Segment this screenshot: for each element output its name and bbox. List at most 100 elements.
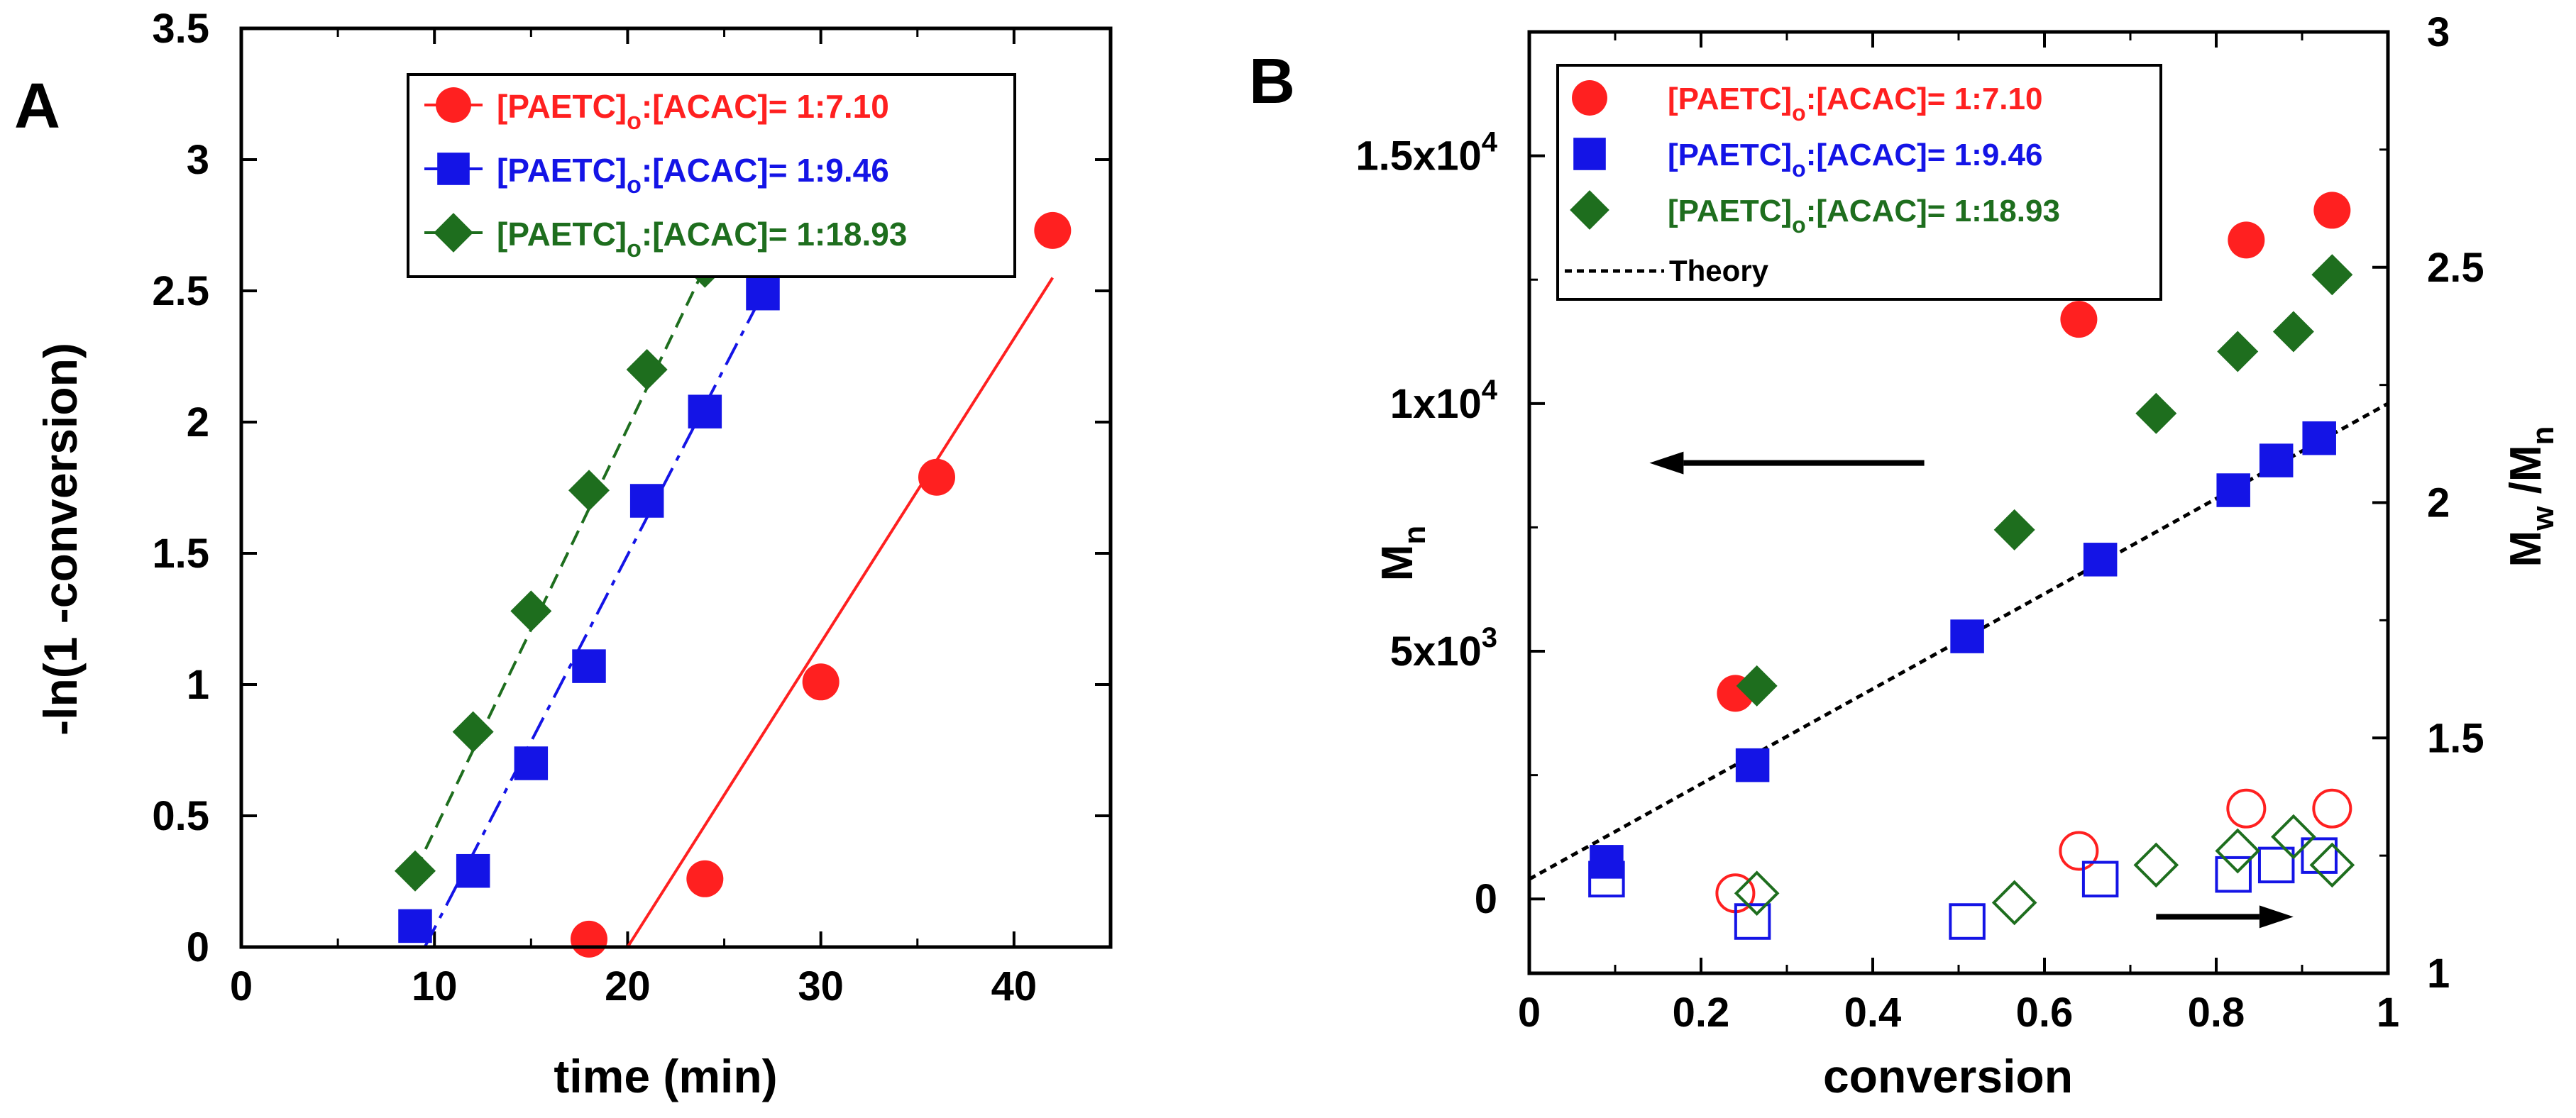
legend-suffix: :[ACAC]= 1:18.93: [642, 216, 908, 253]
data-point: [2311, 254, 2353, 296]
data-point: [1734, 903, 1771, 940]
legend-label: [PAETC]o:[ACAC]= 1:18.93: [1668, 194, 2060, 238]
y2-tick-label: 1: [2427, 951, 2450, 997]
legend-subscript: o: [1792, 212, 1806, 238]
y2label-part: M: [2501, 531, 2550, 568]
data-point: [510, 590, 552, 632]
data-point: [918, 458, 955, 496]
legend-marker: [434, 213, 473, 253]
y-tick-base: 1x10: [1390, 381, 1482, 427]
data-point: [1993, 509, 2035, 550]
legend-label: [PAETC]o:[ACAC]= 1:9.46: [1668, 138, 2042, 182]
x-tick-label: 10: [412, 963, 458, 1009]
panel-b-label: B: [1249, 46, 1295, 117]
legend-subscript: o: [1792, 100, 1806, 126]
y-tick-label: 0: [1475, 876, 1497, 922]
data-point: [2135, 392, 2177, 434]
data-point: [456, 853, 490, 888]
x-tick-label: 0: [1518, 990, 1541, 1036]
panel-b-xlabel: conversion: [1823, 1050, 2073, 1102]
data-point: [2060, 301, 2098, 338]
y2label-part: /M: [2501, 445, 2550, 506]
y2label-sub: w: [2526, 506, 2560, 531]
data-point: [2133, 842, 2179, 888]
panel-b-y2label: Mw /Mn: [2501, 426, 2560, 568]
y2-tick-label: 3: [2427, 9, 2450, 55]
legend-label: [PAETC]o:[ACAC]= 1:18.93: [497, 216, 907, 262]
arrow-head: [2259, 905, 2294, 929]
y-tick-label: 3.5: [152, 6, 209, 52]
legend-suffix: :[ACAC]= 1:9.46: [642, 152, 889, 189]
legend-marker: [437, 153, 470, 185]
data-point: [686, 860, 724, 897]
legend-subscript: o: [627, 108, 642, 135]
data-point: [626, 349, 668, 390]
legend-prefix: [PAETC]: [1668, 82, 1792, 116]
data-point: [1734, 870, 1780, 917]
legend-subscript: o: [627, 172, 642, 199]
legend-marker: [1570, 190, 1609, 230]
data-point: [572, 649, 606, 683]
data-point: [2302, 421, 2336, 455]
y-tick-label: 2: [187, 399, 209, 445]
data-point: [2313, 192, 2351, 229]
y-tick-label: 1x104: [1390, 375, 1498, 427]
panel-b: B 0 0.2 0.4 0.6 0.8 105x1031x1041.5x10411.522…: [1249, 9, 2560, 1102]
y-tick-label: 1.5x104: [1355, 127, 1497, 179]
y2-tick-label: 2: [2427, 480, 2450, 526]
legend-theory-label: Theory: [1669, 254, 1769, 287]
data-point: [2215, 856, 2252, 893]
y-tick-exponent: 3: [1482, 622, 1497, 653]
data-point: [746, 276, 780, 311]
data-point: [514, 746, 549, 780]
data-point: [2312, 788, 2352, 829]
data-point: [629, 484, 664, 518]
data-point: [1736, 665, 1778, 707]
legend-suffix: :[ACAC]= 1:9.46: [1806, 138, 2043, 172]
y2-tick-label: 1.5: [2427, 715, 2484, 761]
legend-label: [PAETC]o:[ACAC]= 1:9.46: [497, 152, 889, 199]
x-tick-label: 0.8: [2188, 990, 2245, 1036]
x-tick-label: 0.4: [1844, 990, 1902, 1036]
legend-label: [PAETC]o:[ACAC]= 1:7.10: [497, 88, 889, 135]
y-tick-label: 1.5: [152, 531, 209, 577]
panel-b-legend: [PAETC]o:[ACAC]= 1:7.10[PAETC]o:[ACAC]= …: [1556, 64, 2162, 301]
data-point: [1950, 619, 1984, 653]
data-point: [571, 920, 607, 958]
legend-suffix: :[ACAC]= 1:18.93: [1806, 194, 2060, 228]
panel-a-plot: 0 10 20 30 40 0 0.5 1 1.5 2 2.5 3 3.5: [152, 6, 1113, 1009]
legend-prefix: [PAETC]: [1668, 138, 1792, 172]
legend-marker: [1573, 138, 1606, 170]
y2-tick-label: 2.5: [2427, 245, 2484, 291]
y-tick-base: 1.5x10: [1355, 133, 1481, 179]
y-tick-base: 0: [1475, 876, 1497, 922]
data-point: [2259, 443, 2294, 477]
legend-prefix: [PAETC]: [497, 152, 627, 189]
data-point: [1949, 903, 1986, 940]
y-tick-label: 2.5: [152, 268, 209, 314]
x-tick-label: 40: [991, 963, 1037, 1009]
legend-subscript: o: [1792, 156, 1806, 182]
legend-subscript: o: [627, 236, 642, 262]
x-tick-label: 1: [2377, 990, 2399, 1036]
panel-a-label: A: [14, 71, 60, 142]
legend-box: [407, 73, 1016, 278]
legend-suffix: :[ACAC]= 1:7.10: [1806, 82, 2043, 116]
data-point: [2309, 842, 2355, 888]
y-tick-label: 3: [187, 137, 209, 183]
x-tick-label: 30: [798, 963, 844, 1009]
fit-line: [423, 292, 764, 948]
y-tick-label: 5x103: [1390, 622, 1497, 675]
legend-marker: [436, 87, 471, 123]
x-tick-label: 0.2: [1673, 990, 1730, 1036]
panel-a-legend: [PAETC]o:[ACAC]= 1:7.10[PAETC]o:[ACAC]= …: [407, 73, 1016, 278]
fit-line: [626, 277, 1055, 948]
panel-b-ylabel: Mn: [1373, 526, 1432, 582]
data-point: [2272, 311, 2314, 353]
data-point: [1588, 860, 1625, 898]
legend-prefix: [PAETC]: [1668, 194, 1792, 228]
fit-line: [414, 266, 707, 872]
x-tick-label: 0: [230, 963, 253, 1009]
data-point: [2257, 846, 2295, 884]
